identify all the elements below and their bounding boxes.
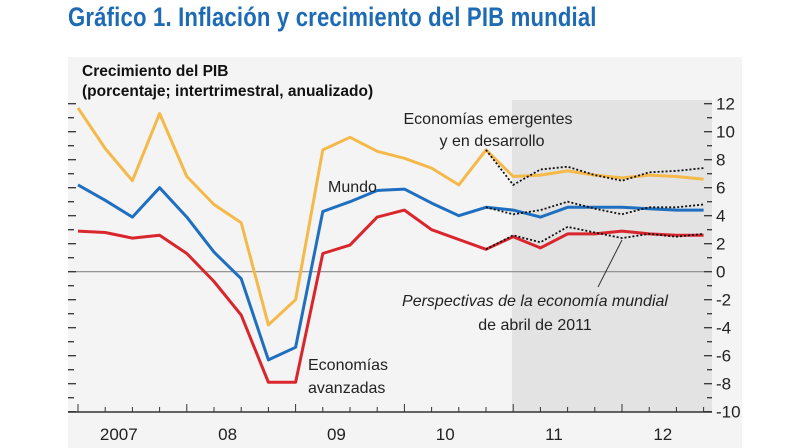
forecast-advanced	[485, 225, 704, 251]
subtitle-line2: (porcentaje; intertrimestral, anualizado…	[82, 83, 373, 100]
y-tick-label: 6	[716, 179, 725, 198]
x-tick-label: 11	[545, 425, 563, 444]
label-advanced-1: Economías	[308, 357, 388, 374]
forecast-emerging	[485, 149, 704, 187]
x-tick-label: 10	[436, 425, 455, 444]
forecast-pointer-line	[597, 239, 623, 288]
label-forecast-1: Perspectivas de la economía mundial	[402, 293, 668, 310]
chart-title: Gráfico 1. Inflación y crecimiento del P…	[68, 2, 597, 32]
forecast-world	[485, 200, 704, 216]
y-tick-label: 10	[716, 123, 735, 142]
subtitle-line1: Crecimiento del PIB	[82, 63, 228, 80]
series-advanced	[77, 208, 704, 384]
y-tick-label: 0	[716, 263, 725, 282]
series-emerging	[76, 107, 704, 327]
y-tick-label: -4	[716, 319, 731, 338]
label-advanced-2: avanzadas	[308, 380, 385, 397]
y-tick-label: 12	[716, 95, 735, 114]
series-world	[77, 183, 704, 362]
y-tick-label: 2	[716, 235, 725, 254]
label-emerging-2: y en desarrollo	[440, 133, 545, 150]
y-tick-label: 4	[716, 207, 725, 226]
projection-shading	[512, 100, 712, 412]
y-tick-label: 8	[716, 151, 725, 170]
label-emerging-1: Economías emergentes	[404, 111, 573, 128]
x-tick-label: 12	[653, 425, 672, 444]
x-tick-label: 08	[218, 425, 237, 444]
x-tick-label: 09	[327, 425, 346, 444]
y-tick-label: -10	[716, 403, 741, 422]
y-tick-label: -6	[716, 347, 731, 366]
x-tick-label: 2007	[100, 425, 138, 444]
label-forecast-2: de abril de 2011	[478, 317, 592, 334]
y-tick-label: -8	[716, 375, 731, 394]
label-world: Mundo	[328, 179, 377, 196]
y-tick-label: -2	[716, 291, 731, 310]
